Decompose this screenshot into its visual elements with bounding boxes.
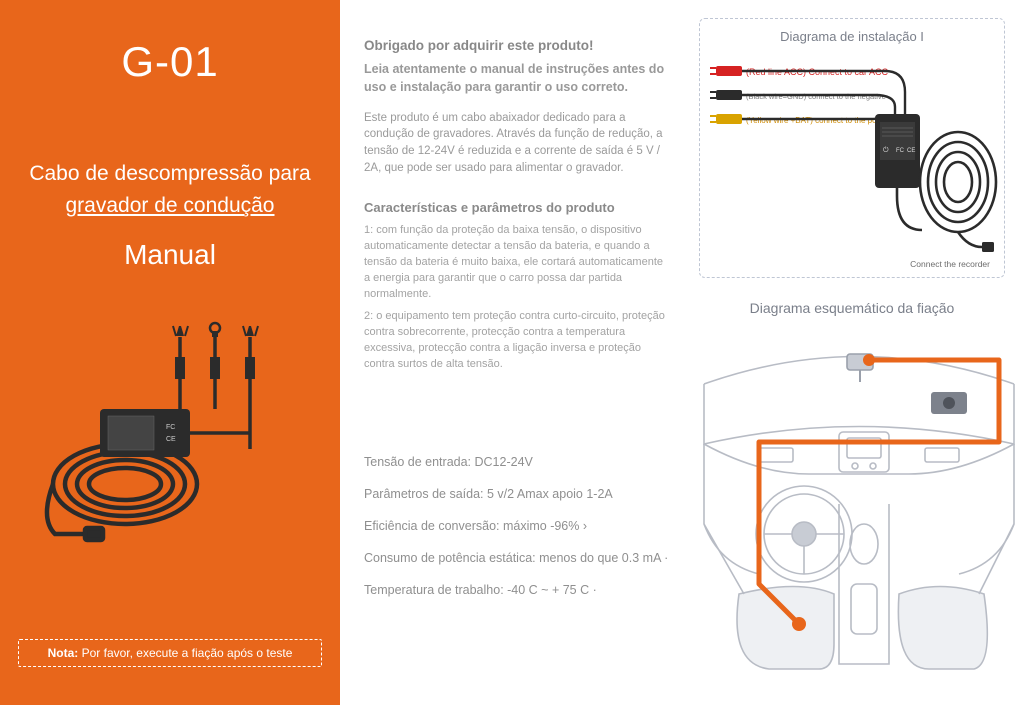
model-code: G-01 [18,38,322,86]
spec-efficiency: Eficiência de conversão: máximo -96% › [364,517,669,535]
cable-box-icon: FC CE [30,319,310,559]
right-diagram-panel: Diagrama de instalação I [689,0,1019,705]
car-interior-icon [699,324,1019,684]
feature-2: 2: o equipamento tem proteção contra cur… [364,309,669,373]
spec-temp: Temperatura de trabalho: -40 C ~ + 75 C … [364,581,669,599]
svg-text:FC: FC [166,424,175,431]
connect-recorder-label: Connect the recorder [910,259,990,269]
middle-text-panel: Obrigado por adquirir este produto! Leia… [340,0,689,705]
spec-static: Consumo de potência estática: menos do q… [364,549,669,567]
thanks-heading: Obrigado por adquirir este produto! [364,36,669,56]
svg-text:FC: FC [896,148,905,154]
installation-diagram-title: Diagrama de instalação I [710,29,994,44]
manual-page: G-01 Cabo de descompressão para gravador… [0,0,1019,705]
title-line-2: gravador de condução [18,190,322,222]
note-label: Nota: [48,646,79,660]
spec-input: Tensão de entrada: DC12-24V [364,453,669,471]
product-illustration: FC CE [18,319,322,559]
svg-text:CE: CE [166,436,176,443]
read-carefully: Leia atentamente o manual de instruções … [364,60,669,96]
wiring-schematic-area: Diagrama esquemático da fiação [699,300,1005,691]
features-title: Características e parâmetros do produto [364,199,669,218]
spec-output: Parâmetros de saída: 5 v/2 Amax apoio 1-… [364,485,669,503]
manual-label: Manual [18,239,322,271]
title-line-1: Cabo de descompressão para [18,158,322,190]
note-box: Nota: Por favor, execute a fiação após o… [18,639,322,667]
svg-text:CE: CE [907,148,915,154]
specs-block: Tensão de entrada: DC12-24V Parâmetros d… [364,453,669,600]
svg-text:⏻: ⏻ [883,146,889,154]
product-title: Cabo de descompressão para gravador de c… [18,158,322,221]
product-description: Este produto é um cabo abaixador dedicad… [364,110,669,177]
left-cover-panel: G-01 Cabo de descompressão para gravador… [0,0,340,705]
installation-diagram-box: Diagrama de instalação I [699,18,1005,278]
installation-diagram-icon: (Red line ACC) Connect to car ACC (Black… [710,52,1010,262]
feature-1: 1: com função da proteção da baixa tensã… [364,223,669,303]
wiring-schematic-title: Diagrama esquemático da fiação [699,300,1005,316]
note-text: Por favor, execute a fiação após o teste [82,646,293,660]
